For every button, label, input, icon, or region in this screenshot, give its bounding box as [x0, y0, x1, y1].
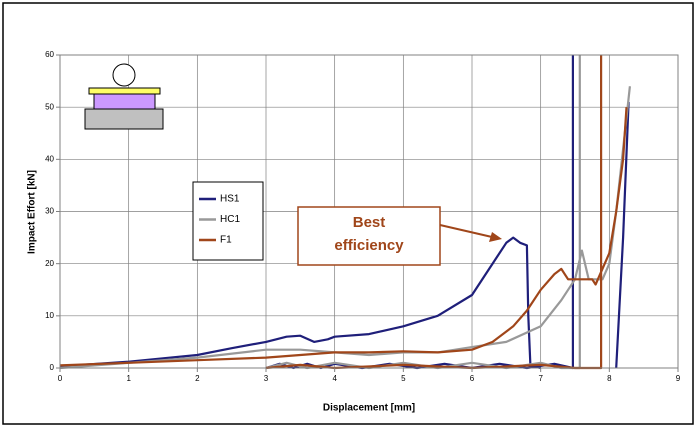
x-tick-label: 4 — [332, 374, 337, 383]
x-tick-label: 6 — [470, 374, 475, 383]
x-tick-label: 9 — [676, 374, 681, 383]
x-tick-label: 3 — [264, 374, 269, 383]
x-tick-label: 7 — [538, 374, 543, 383]
specimen-icon — [84, 63, 164, 130]
y-tick-label: 50 — [45, 102, 54, 111]
legend-label: HC1 — [220, 214, 240, 225]
y-tick-label: 40 — [45, 154, 54, 163]
x-tick-label: 8 — [607, 374, 612, 383]
annotation-arrow — [439, 224, 502, 242]
y-tick-label: 60 — [45, 50, 54, 59]
x-tick-label: 2 — [195, 374, 200, 383]
x-tick-label: 1 — [126, 374, 131, 383]
legend-label: HS1 — [220, 194, 240, 205]
y-tick-label: 0 — [50, 363, 55, 372]
y-tick-label: 20 — [45, 259, 54, 268]
annotation-box — [297, 206, 441, 266]
y-axis-title: Impact Effort [kN] — [27, 170, 38, 254]
x-axis-title: Displacement [mm] — [323, 403, 415, 414]
y-tick-label: 10 — [45, 311, 54, 320]
labels: 0 10 20 30 40 50 60 0 1 2 3 4 5 6 7 8 9 — [45, 50, 681, 383]
legend — [192, 181, 264, 261]
legend-items: HS1 HC1 F1 — [199, 194, 240, 246]
annotation-text: efficiency — [334, 237, 404, 254]
annotation-text: Best — [353, 214, 386, 231]
x-tick-label: 0 — [58, 374, 63, 383]
x-tick-label: 5 — [401, 374, 406, 383]
legend-label: F1 — [220, 235, 232, 246]
y-tick-label: 30 — [45, 207, 54, 216]
